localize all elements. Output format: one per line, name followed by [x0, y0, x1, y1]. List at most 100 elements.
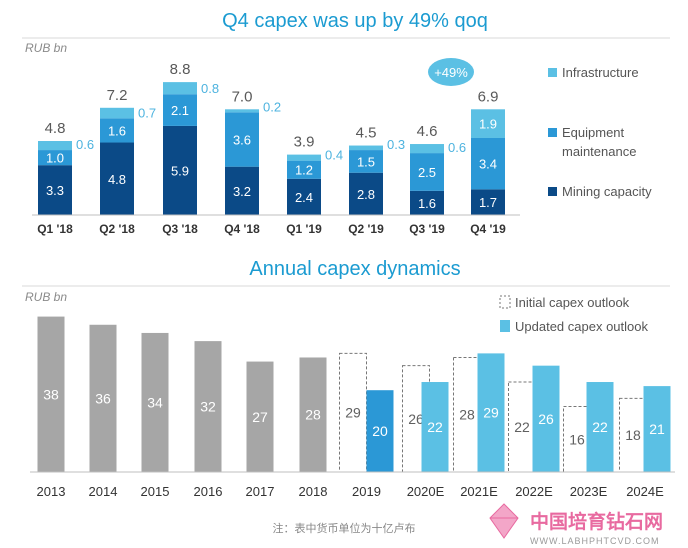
bar-actual-2018: [299, 357, 327, 472]
watermark-cn: 中国培育钻石网: [530, 510, 663, 533]
bar-infrastructure-q1-18: [38, 141, 72, 151]
diamond-logo-icon: [489, 503, 519, 539]
annual-chart-title: Annual capex dynamics: [249, 258, 460, 280]
legend-label-updated-outlook: Updated capex outlook: [515, 319, 648, 334]
label-equipment-q3-19: 2.5: [418, 165, 436, 180]
legend-label-initial-outlook: Initial capex outlook: [515, 295, 630, 310]
bar-actual-2014: [89, 324, 117, 472]
label-initial-2022e: 22: [514, 419, 530, 435]
bar-initial-2019: [339, 352, 367, 473]
label-total-q3-18: 8.8: [170, 61, 191, 78]
tick-label-2017: 2017: [246, 484, 275, 499]
label-actual-2015: 34: [147, 394, 163, 410]
label-infrastructure-q2-19: 0.3: [387, 137, 405, 152]
bar-equipment-q2-18: [100, 118, 134, 143]
tick-label-2018: 2018: [299, 484, 328, 499]
tick-label-q4-18: Q4 '18: [224, 222, 260, 236]
bar-infrastructure-q2-19: [349, 145, 383, 151]
label-equipment-q3-18: 2.1: [171, 103, 189, 118]
growth-badge: [428, 58, 474, 86]
label-total-q1-19: 3.9: [294, 134, 315, 151]
bar-actual-2015: [141, 332, 169, 472]
label-total-q3-19: 4.6: [417, 123, 438, 140]
bar-updated-2019: [366, 390, 394, 472]
watermark-logo: 中国培育钻石网 WWW.LABHPHTCVD.COM: [489, 503, 663, 546]
label-updated-2024e: 21: [649, 421, 665, 437]
label-initial-2019: 29: [345, 405, 361, 421]
bar-equipment-q2-19: [349, 150, 383, 173]
quarterly-bars-layer: 3.3 1.0 0.6 4.8 Q1 '18 4.8 1.6 0.7 7.2 Q2 '18 5.9 2…: [37, 61, 506, 236]
label-infrastructure-q1-19: 0.4: [325, 148, 343, 163]
bar-infrastructure-q3-18: [163, 82, 197, 95]
legend-swatch-equipment-maintenance: [548, 128, 557, 137]
bar-mining-q2-19: [349, 172, 383, 215]
growth-badge-label: +49%: [434, 65, 468, 80]
label-mining-q3-18: 5.9: [171, 163, 189, 178]
label-mining-q1-19: 2.4: [295, 190, 313, 205]
bar-actual-2016: [194, 341, 222, 472]
label-infrastructure-q2-18: 0.7: [138, 105, 156, 120]
bar-mining-q1-18: [38, 165, 72, 215]
legend-label-equipment-line1: Equipment: [562, 125, 625, 140]
label-updated-2022e: 26: [538, 411, 554, 427]
bar-mining-q4-19: [471, 189, 505, 215]
bar-mining-q3-18: [163, 125, 197, 215]
label-equipment-q4-19: 3.4: [479, 157, 497, 172]
bar-infrastructure-q1-19: [287, 154, 321, 161]
tick-label-2021e: 2021E: [460, 484, 498, 499]
label-infrastructure-q4-19: 1.9: [479, 117, 497, 132]
label-infrastructure-q3-19: 0.6: [448, 140, 466, 155]
label-equipment-q4-18: 3.6: [233, 133, 251, 148]
tick-label-q3-19: Q3 '19: [409, 222, 445, 236]
tick-label-q1-18: Q1 '18: [37, 222, 73, 236]
label-mining-q1-18: 3.3: [46, 183, 64, 198]
legend-swatch-mining-capacity: [548, 187, 557, 196]
label-total-q4-19: 6.9: [478, 88, 499, 105]
label-initial-2024e: 18: [625, 427, 641, 443]
tick-label-2019: 2019: [352, 484, 381, 499]
label-actual-2018: 28: [305, 407, 321, 423]
label-total-q2-18: 7.2: [107, 87, 128, 104]
legend-swatch-infrastructure: [548, 68, 557, 77]
legend-label-equipment-line2: maintenance: [562, 144, 636, 159]
bar-mining-q4-18: [225, 166, 259, 215]
bar-initial-2023e: [563, 406, 591, 473]
label-infrastructure-q4-18: 0.2: [263, 99, 281, 114]
label-updated-2021e: 29: [483, 405, 499, 421]
bar-equipment-q3-18: [163, 94, 197, 126]
label-mining-q4-19: 1.7: [479, 195, 497, 210]
label-equipment-q1-18: 1.0: [46, 151, 64, 166]
bar-infrastructure-q4-19: [471, 109, 505, 138]
bar-initial-2021e: [453, 356, 481, 473]
tick-label-2020e: 2020E: [407, 484, 445, 499]
legend-swatch-updated-outlook: [500, 320, 510, 332]
bar-updated-2021e: [477, 353, 505, 472]
label-infrastructure-q1-18: 0.6: [76, 137, 94, 152]
label-total-q4-18: 7.0: [232, 88, 253, 105]
tick-label-2015: 2015: [141, 484, 170, 499]
bar-mining-q1-19: [287, 178, 321, 215]
label-updated-2020e: 22: [427, 419, 443, 435]
tick-label-2013: 2013: [37, 484, 66, 499]
label-mining-q2-19: 2.8: [357, 187, 375, 202]
label-actual-2013: 38: [43, 386, 59, 402]
label-total-q2-19: 4.5: [356, 125, 377, 142]
bar-infrastructure-q4-18: [225, 109, 259, 113]
label-mining-q4-18: 3.2: [233, 184, 251, 199]
quarterly-chart-title: Q4 capex was up by 49% qoq: [222, 10, 488, 32]
bar-equipment-q4-19: [471, 137, 505, 190]
tick-label-2016: 2016: [194, 484, 223, 499]
bar-equipment-q1-19: [287, 160, 321, 179]
bar-updated-2022e: [532, 365, 560, 472]
footnote: 注：表中货币单位为十亿卢布: [273, 521, 416, 535]
bar-equipment-q1-18: [38, 150, 72, 166]
tick-label-q1-19: Q1 '19: [286, 222, 322, 236]
watermark-url: WWW.LABHPHTCVD.COM: [530, 536, 660, 546]
bar-actual-2017: [246, 361, 274, 472]
bar-updated-2020e: [421, 382, 449, 472]
label-mining-q3-19: 1.6: [418, 196, 436, 211]
label-total-q1-18: 4.8: [45, 120, 66, 137]
label-actual-2016: 32: [200, 399, 216, 415]
bar-infrastructure-q2-18: [100, 107, 134, 119]
